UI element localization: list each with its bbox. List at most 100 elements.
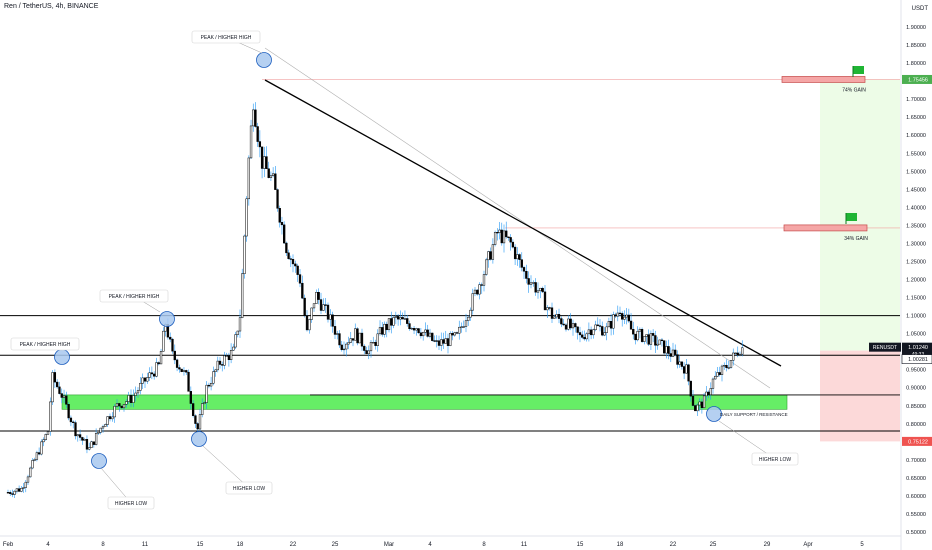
candle-body	[500, 229, 503, 244]
flag-icon-cloth	[853, 66, 864, 74]
candles	[6, 102, 744, 499]
candle-body	[326, 304, 330, 320]
candle-body	[433, 340, 436, 342]
candle-body	[81, 437, 84, 441]
candle-body	[115, 403, 119, 407]
y-tick-label: 1.40000	[906, 205, 926, 211]
candle-body	[132, 395, 135, 403]
candle-body	[476, 289, 479, 295]
candle-body	[589, 329, 593, 336]
candle-body	[541, 287, 544, 293]
candle-body	[263, 156, 266, 169]
target-1-box[interactable]	[781, 76, 866, 83]
candle-body	[285, 242, 288, 254]
candle-body	[451, 333, 454, 336]
candle-body	[585, 333, 588, 340]
descending-trendline[interactable]	[264, 79, 782, 367]
candle-body	[520, 259, 523, 268]
loss-zone	[820, 350, 900, 442]
candle-body	[534, 282, 537, 293]
y-tick-label: 0.60000	[906, 494, 926, 500]
higher-low-label-box	[107, 496, 155, 510]
candle-body	[118, 403, 121, 407]
candle-body	[422, 332, 425, 337]
currency-label: USDT	[912, 6, 929, 12]
candle-body	[26, 476, 30, 483]
y-tick-label: 0.70000	[906, 458, 926, 464]
candle-body	[732, 352, 735, 361]
candle-body	[396, 316, 400, 320]
profit-zone	[820, 79, 900, 351]
candle-body	[358, 332, 361, 344]
x-tick-label: 8	[101, 542, 105, 548]
candle-body	[654, 335, 657, 346]
candle-body	[265, 156, 268, 170]
candle-body	[191, 403, 195, 416]
entry-price-tag: 1.00281	[908, 357, 928, 363]
candle-body	[317, 292, 320, 300]
x-tick-label: Feb	[3, 542, 14, 548]
candle-body	[178, 367, 181, 370]
y-tick-label: 0.50000	[906, 530, 926, 536]
higher-low-label: HIGHER LOW	[759, 457, 792, 463]
higher-low-label: HIGHER LOW	[233, 486, 266, 492]
candle-body	[687, 364, 690, 382]
candle-body	[349, 338, 352, 343]
candle-body	[507, 236, 510, 238]
current-price-tag: 1.01240	[908, 345, 928, 351]
candle-body	[625, 314, 628, 318]
candle-body	[249, 125, 253, 159]
y-tick-label: 0.95000	[906, 368, 926, 374]
y-tick-label: 1.20000	[906, 278, 926, 284]
candle-body	[720, 365, 724, 375]
candle-body	[621, 313, 624, 320]
candle-body	[548, 307, 551, 309]
candle-body	[455, 332, 459, 334]
candle-body	[656, 343, 659, 346]
candle-body	[276, 189, 279, 209]
candle-body	[598, 325, 602, 327]
series-name-tag: RENUSDT	[873, 345, 897, 351]
candle-body	[354, 328, 357, 341]
candle-body	[369, 342, 373, 352]
candle-body	[104, 424, 107, 427]
candle-body	[741, 347, 744, 355]
candle-body	[665, 346, 668, 354]
candle-body	[29, 467, 32, 478]
target-2-box[interactable]	[783, 224, 868, 232]
candle-body	[419, 332, 423, 337]
candle-body	[629, 320, 633, 330]
candle-body	[312, 303, 316, 309]
candle-body	[634, 333, 637, 341]
candle-body	[289, 258, 292, 260]
y-tick-label: 0.80000	[906, 422, 926, 428]
candle-body	[546, 307, 549, 311]
candle-body	[88, 447, 91, 450]
candle-body	[99, 427, 102, 433]
stop-price-tag: 0.75122	[908, 439, 928, 445]
candle-body	[196, 423, 199, 430]
candle-body	[564, 324, 568, 330]
candle-body	[111, 416, 114, 420]
candle-body	[522, 267, 526, 272]
candle-body	[674, 349, 677, 355]
candle-body	[716, 372, 719, 377]
candle-body	[271, 173, 275, 176]
candle-body	[238, 317, 242, 332]
candle-body	[308, 319, 311, 331]
candle-body	[601, 326, 604, 336]
candle-body	[356, 328, 359, 344]
candle-body	[612, 314, 615, 329]
y-tick-label: 1.50000	[906, 169, 926, 175]
candle-body	[372, 342, 375, 344]
candle-body	[146, 377, 149, 382]
candle-body	[471, 293, 474, 311]
gain-74-label: 74% GAIN	[842, 87, 866, 93]
candle-body	[403, 318, 407, 320]
candle-body	[150, 372, 154, 375]
candle-body	[53, 372, 57, 383]
y-tick-label: 1.05000	[906, 332, 926, 338]
y-tick-label: 1.90000	[906, 25, 926, 31]
